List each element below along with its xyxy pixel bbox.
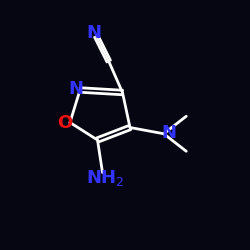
Text: N: N [86, 24, 101, 42]
Text: N: N [162, 124, 177, 142]
Text: O: O [57, 114, 72, 132]
Text: NH$_2$: NH$_2$ [86, 168, 124, 188]
Text: N: N [68, 80, 83, 98]
